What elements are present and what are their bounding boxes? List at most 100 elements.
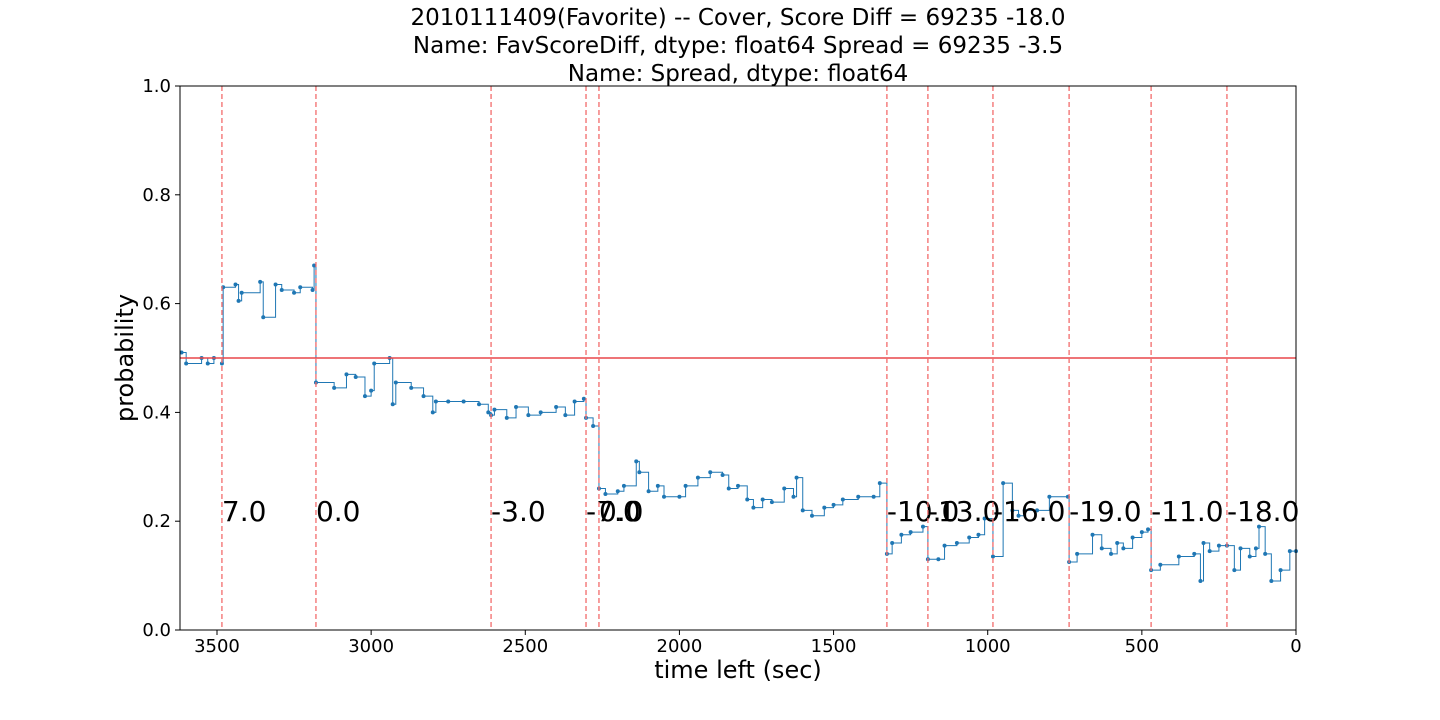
data-point (1022, 508, 1027, 513)
y-tick-label: 0.0 (142, 620, 171, 641)
data-point (1121, 546, 1126, 551)
x-axis-label: time left (sec) (654, 656, 822, 684)
data-point (205, 361, 210, 366)
data-point (344, 372, 349, 377)
data-point (1176, 554, 1181, 559)
data-point (591, 424, 596, 428)
event-label: -13.0 (928, 495, 1000, 528)
data-point (800, 508, 805, 513)
event-label: -16.0 (993, 495, 1065, 528)
data-point (1099, 546, 1104, 551)
data-point (990, 554, 995, 559)
data-point (538, 410, 543, 415)
data-point (477, 402, 482, 407)
data-point (1158, 562, 1163, 567)
data-point (409, 385, 414, 390)
data-point (615, 489, 620, 494)
event-label: -3.0 (491, 495, 546, 528)
data-point (634, 459, 639, 464)
x-tick-label: 500 (1125, 636, 1159, 657)
y-tick-label: 0.6 (142, 294, 171, 315)
data-point (1010, 508, 1015, 513)
data-point (1075, 551, 1080, 556)
y-tick-label: 0.4 (142, 402, 171, 423)
data-point (236, 298, 241, 303)
data-point (655, 483, 660, 488)
data-point (890, 540, 895, 545)
data-point (369, 388, 374, 393)
event-label: -10.0 (887, 495, 959, 528)
event-label: 0.0 (599, 495, 644, 528)
event-label: 7.0 (222, 495, 267, 528)
data-point (332, 385, 337, 390)
data-point (621, 483, 626, 488)
data-point (662, 494, 667, 499)
data-point (1115, 540, 1120, 545)
x-tick-label: 2000 (657, 636, 703, 657)
y-axis-label: probability (111, 294, 139, 422)
data-point (421, 394, 426, 399)
data-point (581, 396, 586, 401)
chart-title: 2010111409(Favorite) -- Cover, Score Dif… (411, 5, 1066, 31)
data-point (936, 557, 941, 562)
data-point (1090, 532, 1095, 537)
data-point (954, 540, 959, 545)
data-point (877, 481, 882, 486)
data-point (310, 288, 315, 292)
data-point (514, 404, 519, 409)
data-point (298, 285, 303, 290)
data-point (1130, 535, 1135, 540)
x-tick-label: 3000 (348, 636, 394, 657)
data-point (708, 470, 713, 475)
data-point (1232, 568, 1237, 573)
data-point (1192, 551, 1197, 556)
data-point (461, 399, 466, 404)
data-point (1146, 527, 1151, 532)
data-point (372, 361, 377, 366)
data-point (840, 497, 845, 502)
data-point (273, 282, 278, 287)
data-point (312, 263, 317, 268)
data-point (1201, 540, 1206, 545)
y-tick-label: 0.2 (142, 511, 171, 532)
data-point (279, 288, 284, 292)
data-point (1035, 508, 1040, 513)
data-point (433, 399, 438, 404)
data-point (1207, 549, 1212, 554)
data-point (1247, 554, 1252, 559)
data-point (745, 497, 750, 502)
data-point (1263, 551, 1268, 556)
data-point (261, 315, 266, 320)
event-label: -11.0 (1151, 495, 1223, 528)
event-label: 0.0 (316, 495, 361, 528)
data-point (976, 532, 981, 537)
data-point (760, 497, 765, 502)
data-point (822, 505, 827, 510)
y-tick-label: 1.0 (142, 76, 171, 97)
data-point (899, 532, 904, 537)
plot-frame (179, 85, 1297, 631)
data-point (446, 399, 451, 404)
data-point (492, 407, 497, 412)
data-point (563, 413, 568, 418)
data-point (362, 394, 367, 399)
data-point (791, 494, 796, 499)
data-point (233, 282, 238, 287)
data-point (1278, 568, 1283, 573)
data-point (856, 494, 861, 499)
x-tick-label: 2500 (502, 636, 548, 657)
data-point (1269, 579, 1274, 584)
data-point (1139, 530, 1144, 535)
data-point (572, 399, 577, 404)
data-point (393, 380, 398, 385)
data-point (1238, 546, 1243, 551)
data-point (646, 489, 651, 494)
data-point (526, 413, 531, 418)
data-point (637, 470, 642, 475)
data-point (809, 513, 814, 518)
x-tick-label: 3500 (194, 636, 240, 657)
data-point (239, 290, 244, 295)
data-point (1287, 549, 1292, 554)
data-point (184, 361, 189, 366)
data-point (603, 492, 608, 496)
